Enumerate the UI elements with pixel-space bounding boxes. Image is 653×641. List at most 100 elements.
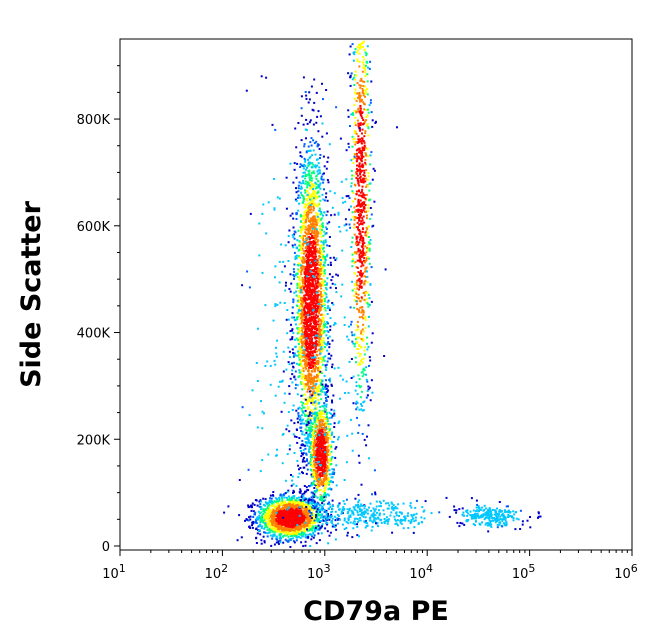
data-point [270, 505, 273, 507]
data-point [316, 296, 319, 299]
data-point [312, 509, 315, 512]
data-point [307, 411, 310, 414]
data-point [309, 317, 312, 320]
data-point [310, 252, 313, 254]
data-point [322, 519, 325, 522]
data-point [322, 240, 325, 243]
data-point [282, 541, 285, 544]
data-point [308, 121, 311, 124]
data-point [308, 98, 311, 101]
data-point [302, 503, 305, 506]
data-point [321, 226, 324, 229]
data-point [310, 451, 313, 454]
data-point [280, 533, 283, 536]
data-point [310, 414, 313, 417]
data-point [322, 339, 325, 342]
data-point [304, 398, 307, 401]
data-point [316, 300, 319, 303]
data-point [320, 332, 323, 335]
data-point [304, 225, 307, 228]
data-point [260, 506, 263, 509]
data-point [323, 478, 326, 480]
data-point [305, 376, 308, 379]
data-point [288, 350, 291, 353]
data-point [316, 379, 318, 382]
data-point [324, 261, 326, 264]
data-point [315, 305, 318, 308]
data-point [311, 394, 314, 397]
data-point [253, 513, 256, 516]
data-point [289, 515, 292, 518]
data-point [319, 314, 322, 316]
data-point [314, 427, 317, 430]
data-point [317, 417, 319, 420]
data-point [310, 331, 313, 334]
data-point [305, 253, 308, 256]
data-point [308, 311, 311, 314]
data-point [325, 214, 328, 217]
data-point [294, 509, 297, 512]
data-point [328, 518, 331, 521]
data-point [280, 531, 283, 534]
data-point [266, 526, 269, 529]
data-point [298, 295, 301, 298]
data-point [312, 391, 315, 394]
data-point [307, 302, 310, 305]
data-point [308, 400, 311, 403]
data-point [314, 435, 317, 438]
data-point [322, 303, 325, 306]
data-point [275, 527, 278, 530]
data-point [312, 384, 315, 387]
data-point [299, 151, 302, 154]
data-point [315, 187, 317, 190]
data-point [308, 373, 311, 376]
data-point [312, 205, 315, 208]
data-point [328, 346, 331, 349]
data-point [314, 287, 316, 290]
data-point [319, 263, 322, 266]
data-point [316, 350, 318, 353]
data-point [310, 179, 313, 182]
data-point [300, 236, 303, 239]
data-point [306, 189, 309, 192]
data-point [266, 509, 268, 512]
data-point [274, 513, 277, 516]
data-point [294, 387, 297, 390]
data-point [326, 326, 329, 329]
data-point [306, 435, 309, 438]
data-point [303, 214, 306, 216]
data-point [320, 301, 323, 304]
data-point [304, 516, 307, 519]
data-point [318, 310, 321, 312]
data-point [310, 427, 313, 430]
data-point [311, 535, 313, 538]
data-point [318, 468, 321, 471]
data-point [328, 487, 331, 490]
data-point [314, 233, 317, 236]
data-point [302, 520, 305, 523]
data-point [298, 347, 301, 350]
data-point [330, 214, 333, 217]
data-point [319, 329, 322, 332]
data-point [303, 252, 305, 255]
data-point [305, 503, 308, 506]
data-point [319, 494, 322, 497]
data-point [294, 502, 297, 505]
data-point [303, 307, 306, 310]
data-point [302, 533, 305, 536]
data-point [324, 241, 327, 244]
data-point [311, 365, 314, 367]
data-point [312, 342, 315, 345]
data-point [329, 256, 332, 259]
data-point [321, 431, 324, 433]
data-point [319, 231, 322, 234]
data-point [318, 166, 321, 169]
data-point [292, 217, 295, 220]
data-point [297, 412, 300, 415]
data-point [288, 430, 291, 433]
data-point [322, 480, 325, 483]
data-point [302, 502, 305, 505]
data-point [254, 521, 257, 524]
data-point [307, 398, 310, 401]
data-point [305, 507, 308, 510]
